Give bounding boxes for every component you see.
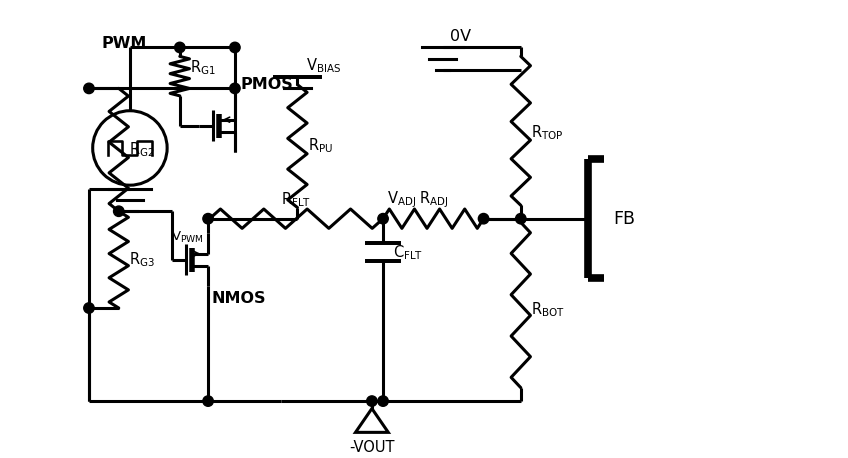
Circle shape	[84, 83, 94, 93]
Text: R$_{\mathregular{BOT}}$: R$_{\mathregular{BOT}}$	[531, 300, 565, 319]
Circle shape	[366, 396, 377, 406]
Circle shape	[84, 303, 94, 313]
Circle shape	[230, 83, 240, 93]
Circle shape	[203, 396, 214, 406]
Text: NMOS: NMOS	[212, 291, 266, 306]
Text: R$_{\mathregular{PU}}$: R$_{\mathregular{PU}}$	[308, 137, 333, 155]
Circle shape	[516, 213, 526, 224]
Text: V$_{\mathregular{PWM}}$: V$_{\mathregular{PWM}}$	[171, 230, 204, 245]
Text: PMOS: PMOS	[241, 77, 293, 92]
Text: V$_{\mathregular{BIAS}}$: V$_{\mathregular{BIAS}}$	[306, 57, 342, 76]
Text: 0V: 0V	[450, 29, 471, 44]
Text: R$_{\mathregular{G2}}$: R$_{\mathregular{G2}}$	[129, 141, 155, 159]
Circle shape	[203, 213, 214, 224]
Text: R$_{\mathregular{TOP}}$: R$_{\mathregular{TOP}}$	[531, 124, 564, 142]
Circle shape	[478, 213, 488, 224]
Circle shape	[175, 42, 185, 53]
Circle shape	[230, 42, 240, 53]
Text: C$_{\mathregular{FLT}}$: C$_{\mathregular{FLT}}$	[393, 243, 424, 262]
Text: V$_{\mathregular{ADJ}}$: V$_{\mathregular{ADJ}}$	[387, 190, 416, 210]
Text: R$_{\mathregular{FLT}}$: R$_{\mathregular{FLT}}$	[282, 191, 311, 209]
Circle shape	[378, 213, 388, 224]
Circle shape	[114, 206, 124, 217]
Text: FB: FB	[613, 210, 635, 228]
Text: R$_{\mathregular{G3}}$: R$_{\mathregular{G3}}$	[129, 250, 155, 269]
Text: -VOUT: -VOUT	[349, 440, 394, 455]
Text: PWM: PWM	[102, 36, 147, 51]
Text: R$_{\mathregular{ADJ}}$: R$_{\mathregular{ADJ}}$	[419, 190, 448, 210]
Text: R$_{\mathregular{G1}}$: R$_{\mathregular{G1}}$	[190, 59, 216, 77]
Circle shape	[378, 396, 388, 406]
